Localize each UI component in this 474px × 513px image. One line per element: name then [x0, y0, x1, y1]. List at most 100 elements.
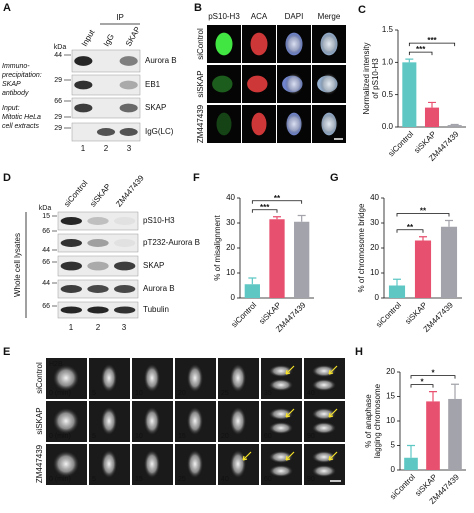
y-tick-label: 30 — [226, 218, 235, 227]
bar — [440, 226, 458, 298]
y-axis-label: % of misalignment — [213, 215, 222, 281]
arrow — [242, 451, 252, 461]
bar — [388, 285, 406, 298]
bar — [402, 62, 417, 128]
x-tick-label: siControl — [387, 129, 416, 158]
lane-header: SKAP — [124, 25, 142, 48]
dna-mass — [320, 113, 338, 135]
x-tick-label: siSKAP — [403, 301, 429, 327]
chromatin — [230, 407, 246, 435]
lane-number: 3 — [127, 144, 132, 153]
time-label: 35 — [264, 390, 272, 397]
cell-signal — [216, 112, 232, 136]
blot-band — [119, 80, 138, 90]
blot-band — [74, 80, 93, 90]
row-label: siSKAP — [196, 70, 205, 97]
error-bar — [297, 214, 306, 222]
note-line: SKAP — [2, 81, 21, 88]
blot-band — [87, 239, 109, 247]
y-tick-label: 0 — [375, 293, 380, 302]
lane-header: Input — [80, 27, 97, 48]
marker-label: 66 — [42, 259, 50, 266]
significance-label: *** — [416, 45, 426, 54]
time-label: 15 — [135, 476, 143, 483]
row-label: siControl — [35, 362, 44, 394]
band-label: EB1 — [145, 80, 161, 89]
blot-band — [114, 261, 136, 271]
y-tick-label: 40 — [370, 193, 379, 202]
panel-letter: C — [358, 4, 366, 16]
dna-mass — [285, 73, 303, 95]
lane-number: 1 — [69, 323, 74, 332]
y-tick-label: 0 — [231, 293, 236, 302]
cell-signal — [250, 32, 268, 56]
significance-bracket — [396, 229, 424, 233]
significance-label: * — [431, 369, 435, 378]
arrow — [285, 365, 295, 375]
row-label: siControl — [196, 28, 205, 60]
note-line: Input: — [2, 105, 20, 112]
blot-band — [114, 306, 136, 314]
error-bar — [248, 277, 257, 285]
blot-band — [87, 285, 109, 293]
time-label: 90 — [307, 433, 315, 440]
error-bar — [273, 216, 281, 220]
cell-signal — [251, 112, 267, 136]
micrograph — [261, 358, 302, 399]
panel-letter: B — [194, 2, 202, 14]
side-label: Whole cell lysates — [13, 233, 22, 297]
time-label: 60 — [264, 433, 272, 440]
chromatin — [144, 364, 160, 392]
chromatin — [312, 465, 336, 477]
blot-background — [71, 97, 141, 119]
bar — [448, 398, 462, 470]
marker-label: 29 — [54, 125, 62, 132]
blot-band — [119, 56, 138, 66]
bar — [426, 401, 440, 470]
micrograph — [261, 401, 302, 442]
blot-band — [60, 261, 82, 271]
dna-mass — [285, 113, 303, 135]
time-label: 5 — [92, 390, 96, 397]
chromatin — [269, 422, 293, 434]
time-label: 20 — [178, 390, 186, 397]
y-tick-label: 1.0 — [382, 57, 394, 66]
panel-letter: D — [3, 172, 11, 184]
y-tick-label: 0.0 — [382, 122, 394, 131]
marker-label: 29 — [54, 77, 62, 84]
bar — [447, 125, 462, 127]
significance-label: ** — [274, 194, 281, 203]
time-label: 0 (min) — [49, 390, 71, 397]
kda-label: kDa — [54, 44, 67, 51]
chromatin — [101, 450, 117, 478]
marker-label: 66 — [54, 98, 62, 105]
band-label: SKAP — [145, 103, 166, 112]
significance-label: * — [420, 378, 424, 387]
lane-number: 2 — [104, 144, 109, 153]
y-tick-label: 20 — [226, 243, 235, 252]
x-tick-label: siControl — [388, 472, 417, 501]
chromatin — [187, 364, 203, 392]
marker-label: 15 — [42, 213, 50, 220]
marker-label: 44 — [42, 247, 50, 254]
blot-band — [114, 239, 136, 247]
error-bar — [428, 101, 436, 108]
significance-bracket — [251, 209, 278, 213]
time-label: 40 — [221, 476, 229, 483]
significance-bracket — [408, 51, 433, 56]
bar — [269, 219, 285, 298]
blot-background — [71, 74, 141, 96]
cell-signal — [215, 32, 233, 56]
y-axis-label: % of chromosome bridge — [357, 203, 366, 292]
time-label: 10 — [135, 390, 143, 397]
cell-signal — [247, 75, 268, 93]
blot-band — [74, 56, 93, 66]
y-tick-label: 10 — [386, 416, 395, 425]
blot-band — [114, 217, 136, 225]
time-label: 90 — [307, 476, 315, 483]
significance-bracket — [396, 213, 450, 217]
marker-label: 44 — [42, 280, 50, 287]
blot-band — [119, 103, 138, 113]
dna-mass — [320, 73, 338, 95]
